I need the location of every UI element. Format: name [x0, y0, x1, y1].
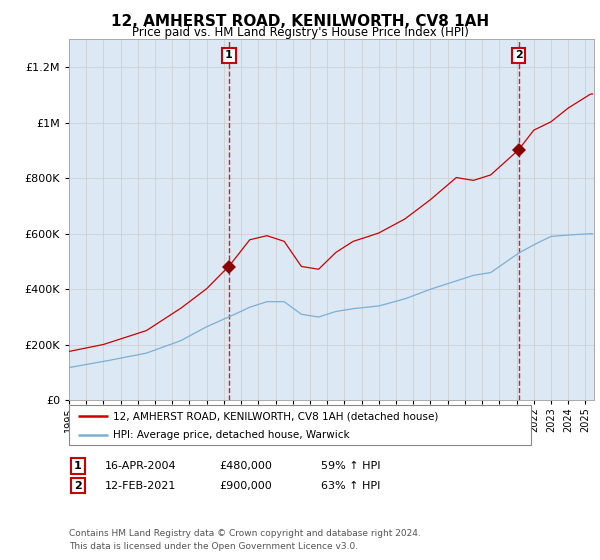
Text: 12, AMHERST ROAD, KENILWORTH, CV8 1AH (detached house): 12, AMHERST ROAD, KENILWORTH, CV8 1AH (d… — [113, 411, 438, 421]
Text: 2: 2 — [74, 480, 82, 491]
Text: 12-FEB-2021: 12-FEB-2021 — [105, 480, 176, 491]
Text: HPI: Average price, detached house, Warwick: HPI: Average price, detached house, Warw… — [113, 430, 349, 440]
Text: 1: 1 — [225, 50, 233, 60]
Text: Price paid vs. HM Land Registry's House Price Index (HPI): Price paid vs. HM Land Registry's House … — [131, 26, 469, 39]
Text: £900,000: £900,000 — [219, 480, 272, 491]
Text: £480,000: £480,000 — [219, 461, 272, 471]
Text: This data is licensed under the Open Government Licence v3.0.: This data is licensed under the Open Gov… — [69, 542, 358, 551]
Text: 63% ↑ HPI: 63% ↑ HPI — [321, 480, 380, 491]
Text: 12, AMHERST ROAD, KENILWORTH, CV8 1AH: 12, AMHERST ROAD, KENILWORTH, CV8 1AH — [111, 14, 489, 29]
Text: 16-APR-2004: 16-APR-2004 — [105, 461, 176, 471]
Text: 2: 2 — [515, 50, 523, 60]
Text: 59% ↑ HPI: 59% ↑ HPI — [321, 461, 380, 471]
Text: Contains HM Land Registry data © Crown copyright and database right 2024.: Contains HM Land Registry data © Crown c… — [69, 529, 421, 538]
Text: 1: 1 — [74, 461, 82, 471]
